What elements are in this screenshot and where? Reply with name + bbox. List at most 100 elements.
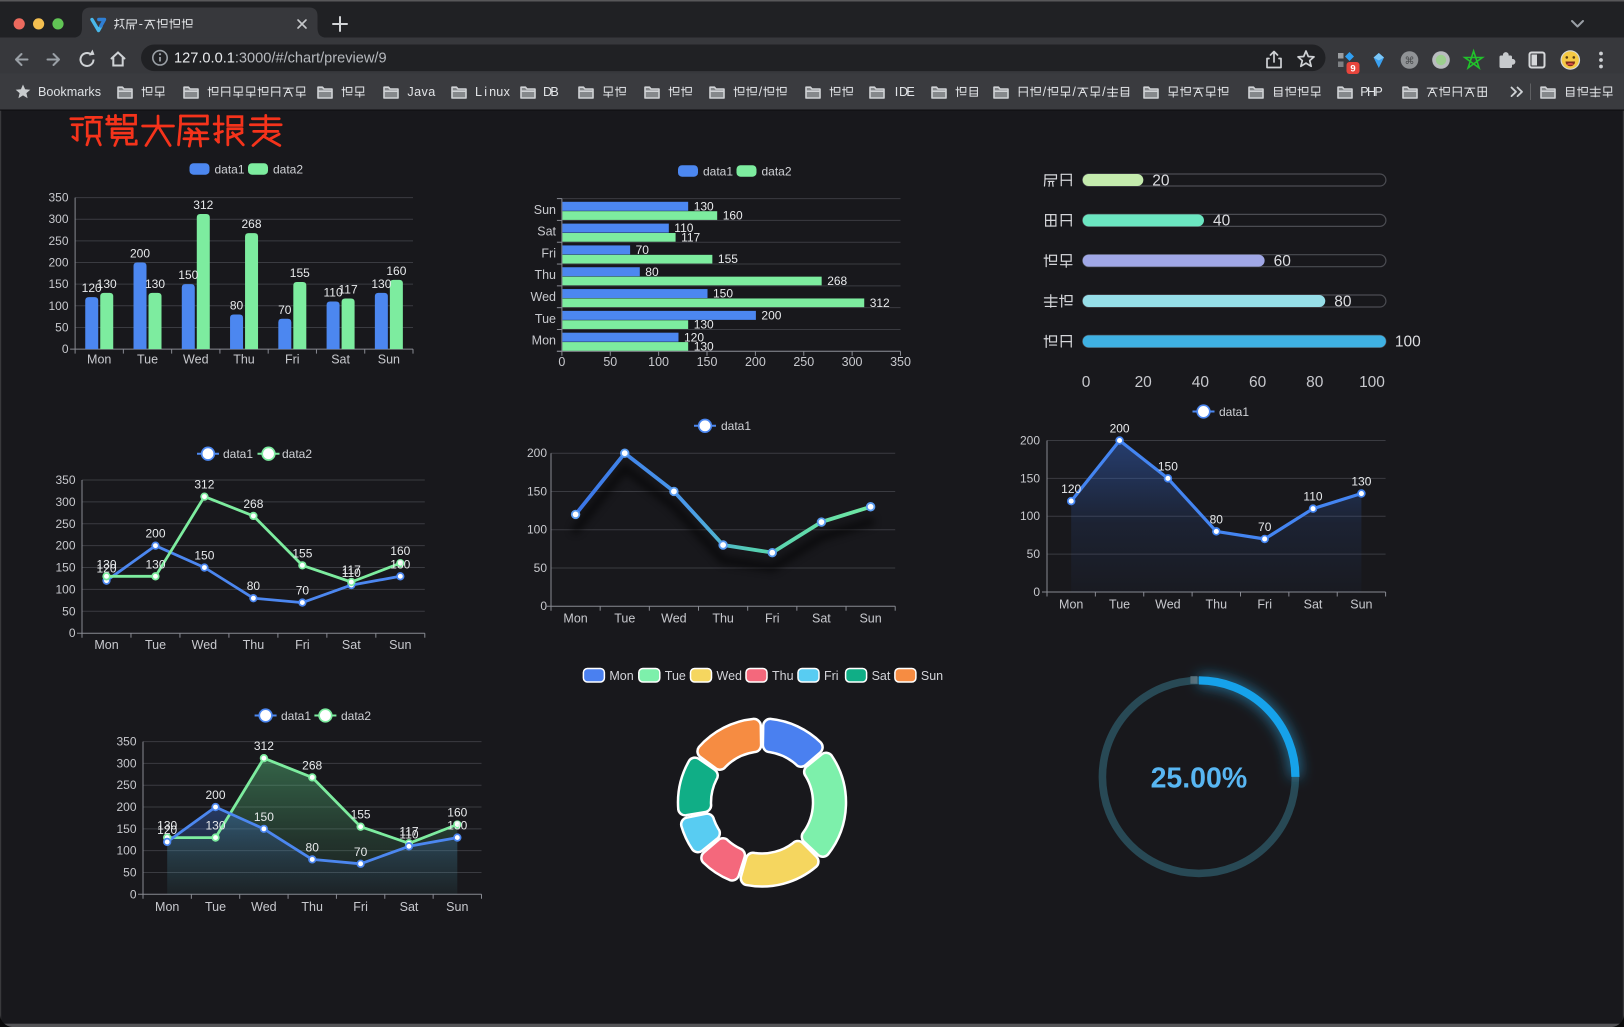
svg-text:300: 300 — [55, 495, 75, 509]
svg-text:/: / — [1043, 85, 1047, 99]
svg-text:40: 40 — [1192, 374, 1210, 391]
svg-text:130: 130 — [390, 557, 410, 571]
svg-text:130: 130 — [145, 277, 165, 291]
svg-text:data2: data2 — [282, 447, 312, 461]
svg-text:data1: data1 — [223, 447, 253, 461]
svg-text:160: 160 — [447, 806, 467, 820]
svg-text:data2: data2 — [273, 162, 303, 176]
svg-text:100: 100 — [527, 523, 547, 537]
svg-text:117: 117 — [339, 283, 358, 297]
svg-text:40: 40 — [1213, 213, 1231, 230]
svg-text:150: 150 — [48, 277, 68, 291]
svg-text:Sun: Sun — [534, 203, 556, 217]
svg-text:Thu: Thu — [1206, 598, 1228, 612]
svg-text:Sat: Sat — [872, 669, 891, 683]
svg-text:80: 80 — [1334, 293, 1352, 310]
svg-text:Fri: Fri — [285, 353, 300, 367]
svg-text:100: 100 — [48, 299, 68, 313]
svg-text:Tue: Tue — [137, 353, 158, 367]
svg-text:0: 0 — [130, 887, 137, 901]
svg-text:50: 50 — [123, 866, 137, 880]
svg-text:70: 70 — [278, 303, 292, 317]
svg-text:268: 268 — [827, 274, 847, 288]
svg-text:Sun: Sun — [1350, 598, 1372, 612]
svg-text:117: 117 — [399, 824, 418, 838]
svg-text:160: 160 — [723, 209, 743, 223]
svg-text:Fri: Fri — [541, 246, 556, 260]
svg-text:D: D — [899, 85, 908, 99]
svg-text:data2: data2 — [341, 709, 371, 723]
svg-text:Thu: Thu — [534, 268, 556, 282]
svg-text:P: P — [1374, 85, 1382, 99]
svg-text:120: 120 — [157, 823, 177, 837]
svg-text:300: 300 — [48, 212, 68, 226]
svg-text:150: 150 — [116, 822, 136, 836]
svg-text:Tue: Tue — [205, 900, 226, 914]
svg-text:Wed: Wed — [717, 669, 743, 683]
svg-text:150: 150 — [1158, 459, 1178, 473]
svg-text:⌘: ⌘ — [1405, 56, 1415, 67]
svg-text:250: 250 — [116, 778, 136, 792]
svg-text:a: a — [414, 85, 421, 99]
svg-text:Mon: Mon — [563, 612, 587, 626]
svg-text:Mon: Mon — [94, 638, 118, 652]
svg-text:50: 50 — [534, 561, 548, 575]
svg-text:80: 80 — [247, 579, 261, 593]
svg-text:Thu: Thu — [243, 638, 265, 652]
svg-text:200: 200 — [1020, 434, 1040, 448]
svg-text:Wed: Wed — [192, 638, 218, 652]
svg-text:100: 100 — [1395, 334, 1421, 351]
svg-text:Bookmarks: Bookmarks — [38, 85, 101, 99]
svg-text:u: u — [496, 85, 503, 99]
svg-text:Sun: Sun — [921, 669, 943, 683]
svg-text:D: D — [543, 85, 552, 99]
svg-text:80: 80 — [230, 299, 244, 313]
svg-text:268: 268 — [243, 497, 263, 511]
svg-text:130: 130 — [157, 819, 177, 833]
svg-text:data1: data1 — [721, 419, 751, 433]
svg-text:312: 312 — [194, 478, 214, 492]
svg-text:155: 155 — [718, 252, 738, 266]
svg-text:H: H — [1367, 85, 1376, 99]
svg-text:150: 150 — [194, 549, 214, 563]
svg-text:200: 200 — [1110, 422, 1130, 436]
svg-text:/: / — [759, 85, 763, 99]
svg-text:Tue: Tue — [665, 669, 686, 683]
svg-text:Wed: Wed — [251, 900, 277, 914]
svg-text:130: 130 — [96, 557, 116, 571]
svg-text:110: 110 — [1303, 490, 1322, 504]
svg-text:/: / — [1102, 85, 1106, 99]
svg-text:300: 300 — [116, 756, 136, 770]
svg-text:v: v — [421, 85, 428, 99]
svg-text:x: x — [504, 85, 511, 99]
svg-text:0: 0 — [1033, 585, 1040, 599]
svg-text:350: 350 — [116, 735, 136, 749]
svg-text:120: 120 — [1061, 482, 1081, 496]
svg-text:130: 130 — [97, 277, 117, 291]
svg-text:150: 150 — [527, 484, 547, 498]
svg-text:130: 130 — [371, 277, 391, 291]
svg-text:70: 70 — [636, 243, 650, 257]
svg-text:160: 160 — [386, 264, 406, 278]
svg-text:Thu: Thu — [772, 669, 794, 683]
svg-text:Sat: Sat — [812, 612, 831, 626]
svg-text:Sun: Sun — [378, 353, 400, 367]
svg-text:Sun: Sun — [446, 900, 468, 914]
svg-text:200: 200 — [116, 800, 136, 814]
svg-text:80: 80 — [1306, 374, 1324, 391]
svg-text:127.0.0.1:3000/#/chart/preview: 127.0.0.1:3000/#/chart/preview/9 — [174, 51, 387, 67]
svg-text:Sat: Sat — [537, 225, 556, 239]
svg-text:200: 200 — [761, 309, 781, 323]
svg-text:350: 350 — [55, 473, 75, 487]
svg-text:150: 150 — [713, 287, 733, 301]
svg-text:9: 9 — [1350, 64, 1355, 75]
svg-text:60: 60 — [1249, 374, 1267, 391]
svg-text:i: i — [484, 85, 487, 99]
svg-text:Thu: Thu — [233, 353, 255, 367]
svg-text:70: 70 — [296, 584, 310, 598]
svg-text:130: 130 — [447, 819, 467, 833]
svg-text:268: 268 — [302, 758, 322, 772]
svg-text:Mon: Mon — [1059, 598, 1083, 612]
svg-text:50: 50 — [62, 604, 76, 618]
svg-text:Thu: Thu — [712, 612, 734, 626]
